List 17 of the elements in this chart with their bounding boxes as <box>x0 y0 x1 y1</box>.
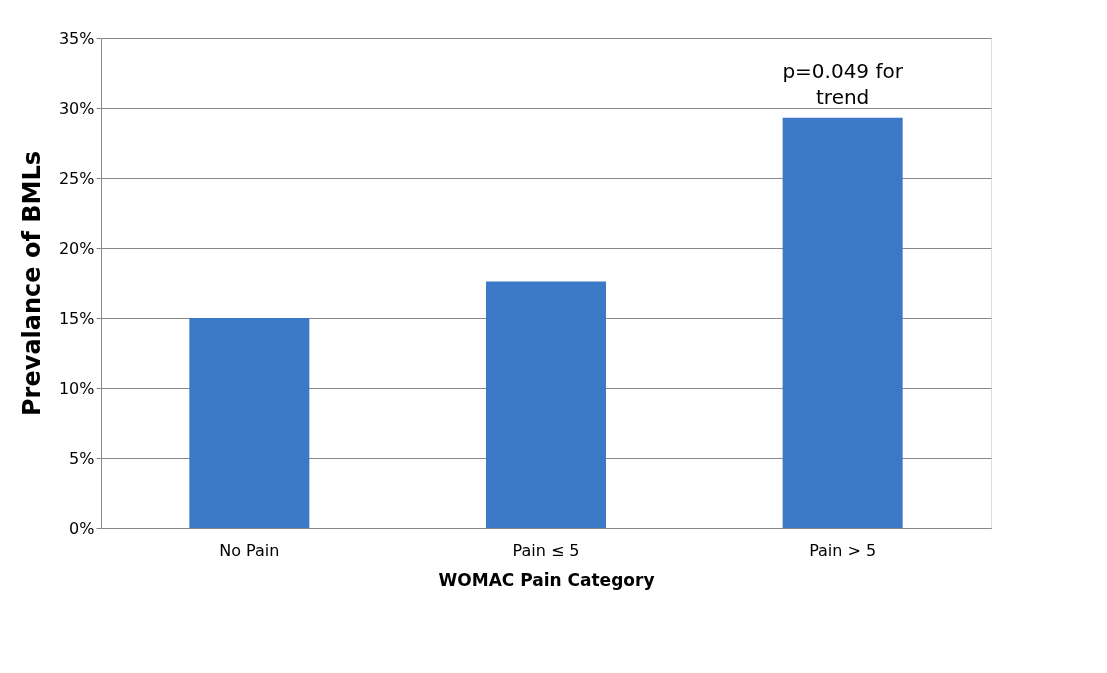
annotation: p=0.049 for trend <box>782 58 904 109</box>
x-tick-label: Pain > 5 <box>809 540 877 560</box>
x-axis-title: WOMAC Pain Category <box>438 569 655 590</box>
y-tick-label: 20% <box>58 238 95 258</box>
y-tick-label: 5% <box>69 448 95 468</box>
bar <box>782 117 903 528</box>
bar <box>486 281 606 528</box>
y-tick-label: 35% <box>58 28 95 48</box>
y-tick-label: 25% <box>58 168 95 188</box>
y-tick-label: 0% <box>69 518 95 538</box>
y-tick-label: 30% <box>58 98 95 118</box>
y-axis-title: Prevalance of BMLs <box>17 151 46 416</box>
y-tick-label: 15% <box>58 308 95 328</box>
x-tick-label: Pain ≤ 5 <box>512 540 580 560</box>
y-tick-label: 10% <box>58 378 95 398</box>
bar <box>189 318 310 528</box>
x-tick-label: No Pain <box>219 540 280 560</box>
